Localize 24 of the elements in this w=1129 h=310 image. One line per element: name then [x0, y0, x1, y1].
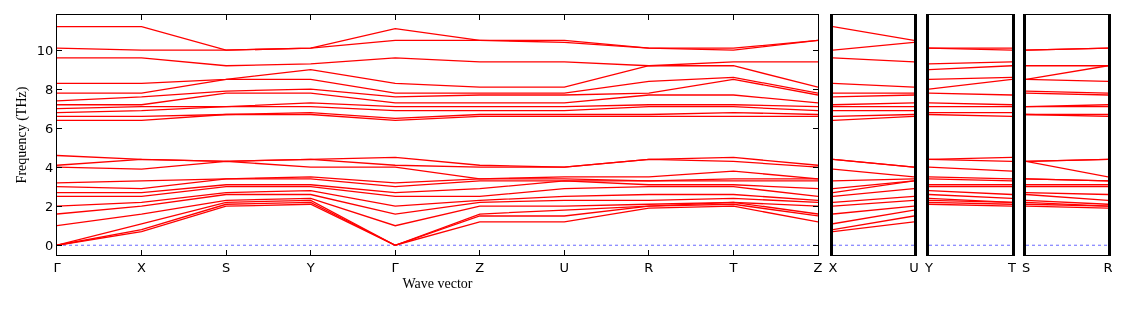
x-tick-label: U: [909, 259, 919, 275]
x-tick-label: U: [559, 259, 570, 275]
y-tick-label: 10: [36, 42, 54, 58]
x-tick-label: Z: [813, 259, 823, 275]
x-tick-label: S: [221, 259, 231, 275]
y-tick-label: 8: [44, 81, 54, 97]
x-tick-label: Γ: [53, 259, 62, 275]
y-tick-label: 2: [44, 198, 54, 214]
y-tick-label: 6: [44, 120, 54, 136]
x-tick-label: R: [1103, 259, 1113, 275]
x-tick-label: Y: [924, 259, 934, 275]
x-tick-label: R: [644, 259, 654, 275]
x-tick-label: X: [137, 259, 147, 275]
x-tick-label: Z: [475, 259, 485, 275]
x-tick-label: Y: [305, 259, 315, 275]
x-axis-title: Wave vector: [402, 276, 473, 291]
y-axis-title: Frequency (THz): [14, 86, 31, 184]
y-tick-label: 0: [44, 237, 54, 253]
y-tick-label: 4: [44, 159, 54, 175]
x-tick-label: X: [828, 259, 838, 275]
x-tick-label: T: [728, 259, 738, 275]
x-tick-label: S: [1021, 259, 1031, 275]
x-tick-label: T: [1007, 259, 1017, 275]
x-tick-label: Γ: [391, 259, 400, 275]
